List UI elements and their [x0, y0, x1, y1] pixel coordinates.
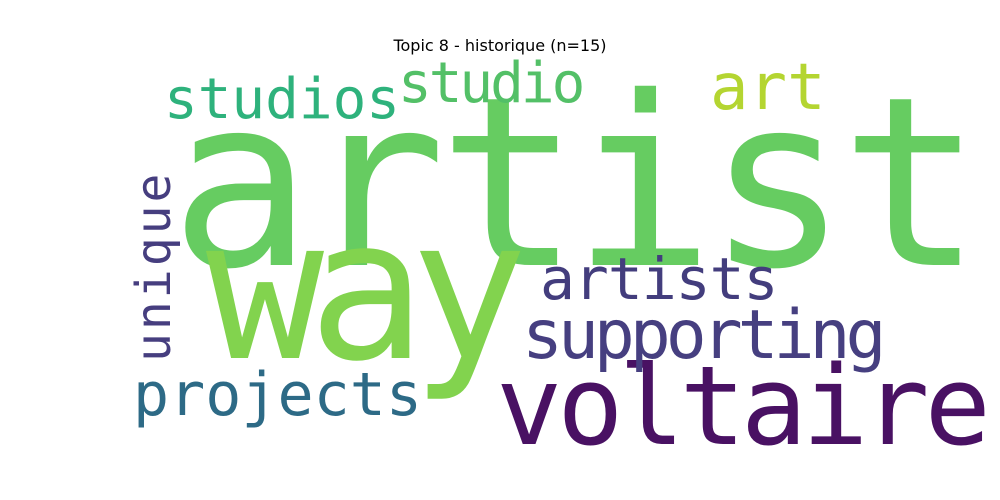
word-studios: studios [164, 67, 401, 132]
word-art: art [710, 51, 826, 125]
word-way: way [206, 177, 528, 405]
word-artists: artists [540, 245, 778, 313]
word-artist: artist [170, 46, 983, 321]
word-studio: studio [398, 51, 585, 116]
chart-title: Topic 8 - historique (n=15) [393, 36, 607, 55]
word-supporting: supporting [522, 296, 886, 375]
word-unique: unique [126, 170, 182, 362]
word-voltaire: voltaire [496, 342, 991, 470]
word-projects: projects [133, 360, 422, 430]
